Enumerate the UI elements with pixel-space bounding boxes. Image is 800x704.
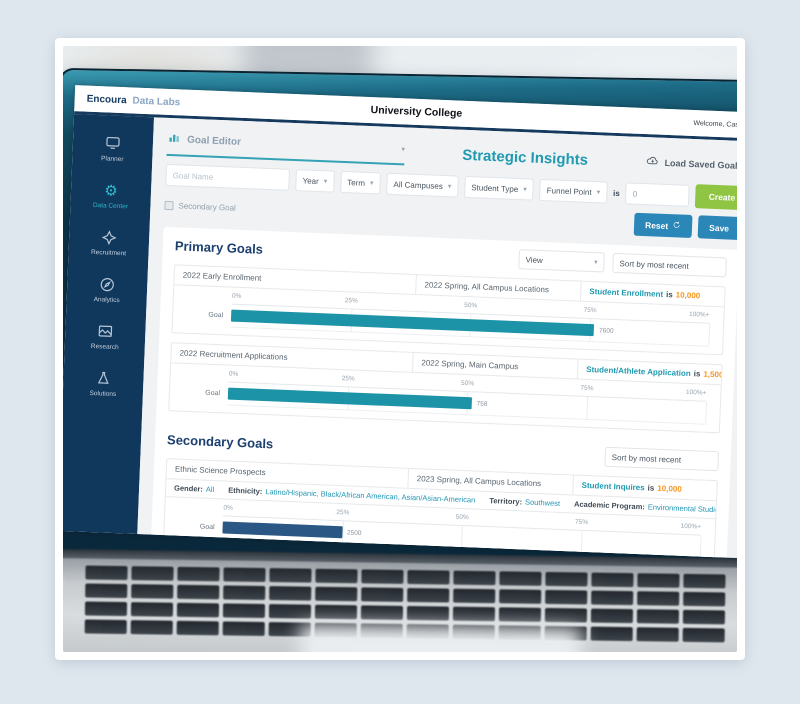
create-goal-button[interactable]: Create My Goal [695,184,737,212]
chevron-down-icon: ▾ [447,182,452,191]
sidebar-item-planner[interactable]: Planner [72,124,154,174]
term-select[interactable]: Term ▾ [339,170,381,195]
compass-icon [69,274,146,295]
chevron-down-icon: ▾ [596,188,601,197]
goal-editor-dropdown[interactable]: Goal Editor ▾ [166,129,406,166]
app-sidebar: Planner ⚙ Data Center Recruitment [63,114,155,535]
sidebar-item-research[interactable]: Research [64,312,146,362]
goal-progress-value: 2500 [346,529,362,537]
load-saved-goals-label: Load Saved Goals [664,157,737,171]
chevron-down-icon: ▾ [369,179,374,188]
chevron-down-icon: ▾ [523,185,527,194]
monitor-icon [75,133,152,154]
photo-frame: Encoura Data Labs University College Wel… [55,38,745,660]
goal-progress-value: 758 [476,400,488,408]
cloud-download-icon [645,154,660,171]
is-label: is [612,188,621,198]
funnel-point-select[interactable]: Funnel Point ▾ [539,178,608,204]
deck-reflection [300,624,581,652]
goal-progress-bar [222,521,343,539]
goal-row-label: Goal [199,523,215,532]
reset-icon [672,220,681,231]
goal-progress-bar [227,387,472,410]
chevron-down-icon: ▾ [593,258,598,267]
view-select[interactable]: View ▾ [518,249,605,273]
reset-button[interactable]: Reset [633,212,693,239]
goal-card: 2022 Early Enrollment 2022 Spring, All C… [171,264,726,356]
sidebar-item-data-center[interactable]: ⚙ Data Center [70,171,152,221]
goal-progress-value: 7600 [598,327,614,335]
goal-value-input[interactable] [625,182,691,207]
goal-scope: 2022 Spring, All Campus Locations [416,275,582,301]
year-select[interactable]: Year ▾ [295,169,335,193]
page-title: Strategic Insights [461,146,589,169]
primary-goals-heading: Primary Goals [174,237,264,257]
goal-name: 2022 Early Enrollment [174,265,417,295]
goal-name-input[interactable] [165,163,291,191]
sidebar-item-analytics[interactable]: Analytics [66,265,148,315]
sort-select[interactable]: Sort by most recent [612,252,727,278]
goal-card: 2022 Recruitment Applications 2022 Sprin… [168,342,723,434]
gear-icon: ⚙ [103,181,119,200]
photo-background: Encoura Data Labs University College Wel… [63,46,737,652]
sidebar-item-solutions[interactable]: Solutions [63,359,144,409]
flask-icon [65,368,142,389]
goal-row-label: Goal [205,389,221,398]
sidebar-item-recruitment[interactable]: Recruitment [68,218,150,268]
secondary-goal-label: Secondary Goal [178,201,236,213]
goal-target: Student Enrollment is 10,000 [589,286,701,301]
goal-name: 2022 Recruitment Applications [171,343,414,372]
chevron-down-icon: ▾ [323,177,328,186]
sort-select-secondary[interactable]: Sort by most recent [604,446,720,472]
chart-image-icon [67,321,144,342]
goal-scope: 2022 Spring, Main Campus [413,352,579,379]
bar-chart-icon [167,130,182,150]
goals-panel: Primary Goals View ▾ Sort by most recent [150,226,737,559]
goal-card: Ethnic Science Prospects 2023 Spring, Al… [162,458,718,559]
goal-editor-label: Goal Editor [186,134,242,148]
diamond-star-icon [71,227,148,248]
student-type-select[interactable]: Student Type ▾ [463,175,535,201]
save-button[interactable]: Save [697,215,737,240]
laptop-base [63,549,737,652]
load-saved-goals-button[interactable]: Load Saved Goals [645,154,737,174]
goal-row-label: Goal [208,311,224,320]
secondary-goal-checkbox[interactable] [164,200,174,211]
laptop-display: Encoura Data Labs University College Wel… [63,85,737,559]
laptop-lid: Encoura Data Labs University College Wel… [63,67,737,595]
main-content: Goal Editor ▾ Strategic Insights Load Sa… [137,117,737,559]
secondary-goals-heading: Secondary Goals [166,431,274,451]
goal-target: Student/Athlete Application is 1,500 [586,364,722,380]
campus-select[interactable]: All Campuses ▾ [386,172,459,198]
